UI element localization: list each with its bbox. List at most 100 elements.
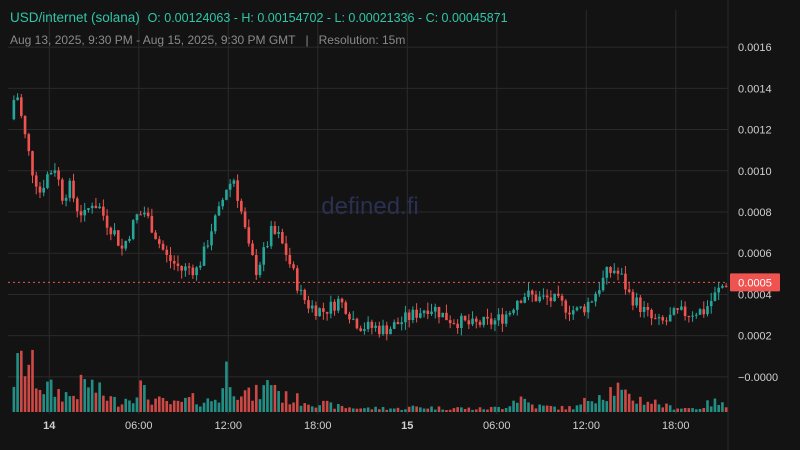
volume-bar <box>616 382 620 412</box>
candle-body <box>295 268 299 291</box>
candle-body <box>680 306 683 310</box>
volume-bar <box>508 406 512 412</box>
candle-body <box>195 267 198 276</box>
volume-bar <box>303 403 307 412</box>
candle-body <box>202 246 206 266</box>
volume-bar <box>609 387 612 412</box>
volume-bar <box>57 389 60 412</box>
candle-body <box>717 287 720 293</box>
candlesticks <box>12 93 728 341</box>
volume-bar <box>631 400 635 412</box>
volume-bar <box>247 387 251 412</box>
candle-body <box>635 297 638 306</box>
candle-body <box>83 209 87 216</box>
candle-body <box>75 198 79 212</box>
candle-body <box>392 322 396 329</box>
volume-bar <box>217 402 221 412</box>
candle-body <box>157 239 161 244</box>
volume-bar <box>419 407 422 412</box>
volume-bar <box>61 401 64 412</box>
volume-bar <box>329 402 333 412</box>
volume-bar <box>657 404 661 412</box>
volume-bar <box>642 404 646 412</box>
candle-body <box>501 314 504 324</box>
volume-bar <box>213 399 217 412</box>
volume-bar <box>20 350 23 412</box>
candle-body <box>665 320 668 322</box>
candle-body <box>709 300 713 307</box>
candle-body <box>508 312 512 315</box>
volume-bar <box>90 379 94 412</box>
candle-body <box>426 310 430 314</box>
volume-bar <box>381 407 385 412</box>
candle-body <box>694 314 698 316</box>
candle-body <box>642 307 646 313</box>
candle-body <box>176 263 180 266</box>
x-tick-label: 06:00 <box>125 420 153 432</box>
volume-bar <box>586 400 590 412</box>
volume-bar <box>240 396 243 412</box>
volume-bar <box>143 385 146 412</box>
volume-bar <box>650 403 653 412</box>
candle-body <box>706 306 709 315</box>
volume-bar <box>94 392 98 412</box>
volume-bar <box>355 408 359 412</box>
volume-bar <box>154 398 157 412</box>
volume-bar <box>512 400 515 412</box>
candle-body <box>646 307 650 310</box>
y-tick-label: 0.0012 <box>738 125 772 137</box>
volume-bar <box>687 408 691 412</box>
candle-body <box>467 320 471 325</box>
volume-bar <box>627 393 631 412</box>
candle-body <box>609 267 612 273</box>
volume-bar <box>448 409 452 412</box>
candle-body <box>504 314 508 324</box>
volume-bar <box>359 408 362 412</box>
candle-body <box>575 307 579 311</box>
volume-bar <box>545 405 549 412</box>
y-tick-label: 0.0016 <box>738 42 772 54</box>
volume-bar <box>624 389 627 412</box>
volume-bar <box>437 406 441 412</box>
candle-body <box>184 266 187 271</box>
volume-bar <box>672 409 676 412</box>
volume-bar <box>661 407 665 412</box>
volume-bar <box>422 408 426 412</box>
volume-bar <box>281 402 284 412</box>
candle-body <box>489 318 493 325</box>
candle-body <box>452 323 456 325</box>
volume-bar <box>266 380 269 412</box>
volume-bar <box>27 364 31 412</box>
candle-body <box>322 308 325 312</box>
candle-body <box>437 306 441 318</box>
candle-body <box>46 174 49 188</box>
volume-bar <box>497 407 500 412</box>
volume-bar <box>139 380 142 412</box>
candle-body <box>355 318 359 329</box>
candle-body <box>303 289 307 301</box>
candle-body <box>348 313 351 320</box>
volume-bar <box>702 408 706 412</box>
candle-body <box>624 273 627 290</box>
candle-body <box>549 297 553 302</box>
candle-body <box>333 301 336 311</box>
candle-body <box>579 306 583 308</box>
volume-bar <box>676 408 679 412</box>
candle-body <box>53 170 57 173</box>
candle-body <box>687 316 691 318</box>
watermark: defined.fi <box>321 193 418 220</box>
volume-bar <box>314 407 318 412</box>
separator: | <box>305 33 309 47</box>
volume-bar <box>411 405 415 412</box>
candle-body <box>94 205 98 209</box>
candle-body <box>262 247 266 265</box>
volume-bar <box>38 389 42 412</box>
candle-body <box>199 265 202 268</box>
volume-bar <box>717 405 720 412</box>
volume-bar <box>385 409 389 412</box>
candle-body <box>269 225 273 247</box>
volume-bar <box>530 404 534 412</box>
symbol-title: USD/internet (solana) <box>10 10 140 25</box>
candle-body <box>620 273 624 275</box>
